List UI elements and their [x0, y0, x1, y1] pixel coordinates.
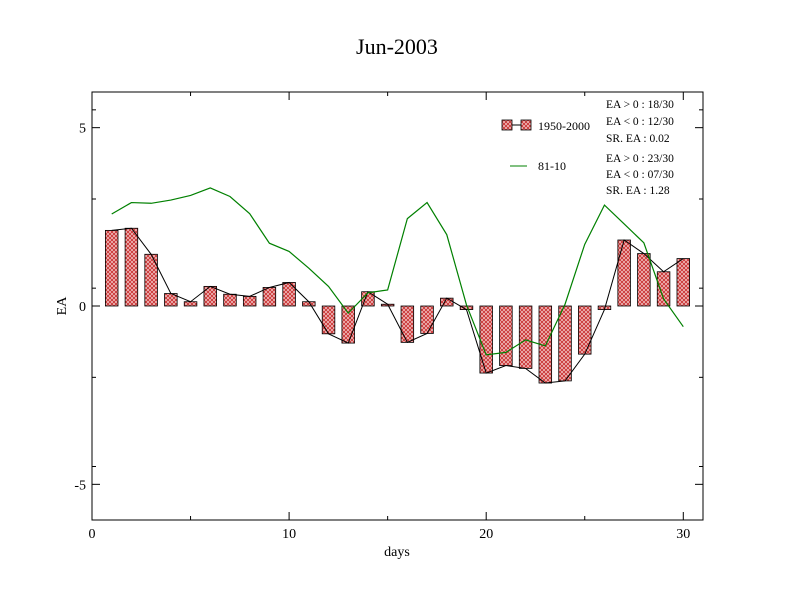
- bar: [440, 297, 454, 307]
- x-tick-label: 10: [282, 527, 296, 542]
- bar: [617, 239, 631, 307]
- legend-swatch-1950-2000-left: [501, 119, 513, 131]
- bar: [578, 305, 592, 355]
- stat-line: SR. EA : 1.28: [606, 185, 670, 197]
- y-tick-label: 0: [79, 300, 86, 315]
- legend: 1950-2000 81-10: [501, 119, 590, 173]
- bar: [400, 305, 415, 343]
- chart-title: Jun-2003: [356, 34, 438, 59]
- axis-ticks: 0 10 20 30 5 0 -5: [74, 92, 703, 542]
- bar: [518, 305, 533, 369]
- stat-line: EA > 0 : 18/30: [606, 99, 674, 111]
- line-series: [111, 187, 684, 384]
- y-tick-label: 5: [79, 122, 86, 137]
- bar: [479, 305, 493, 374]
- x-tick-label: 0: [89, 527, 96, 542]
- line-1950-2000: [111, 227, 684, 384]
- stat-line: SR. EA : 0.02: [606, 133, 670, 145]
- stat-line: EA < 0 : 07/30: [606, 169, 674, 181]
- stats-annotation-81-10: EA > 0 : 23/30 EA < 0 : 07/30 SR. EA : 1…: [606, 153, 674, 197]
- stat-line: EA < 0 : 12/30: [606, 116, 674, 128]
- bar: [637, 253, 651, 307]
- bar: [183, 301, 198, 307]
- bar: [558, 305, 572, 382]
- bar: [282, 282, 296, 307]
- y-axis-label: EA: [55, 296, 70, 316]
- bar: [656, 271, 671, 307]
- stat-line: EA > 0 : 23/30: [606, 153, 674, 165]
- x-axis-label: days: [384, 545, 410, 560]
- bar: [262, 287, 277, 307]
- x-tick-label: 20: [479, 527, 493, 542]
- legend-label-81-10: 81-10: [538, 159, 566, 173]
- bar: [223, 293, 237, 307]
- bar: [676, 258, 690, 307]
- legend-swatch-1950-2000-right: [520, 119, 532, 131]
- bar-series-1950-2000: [105, 227, 690, 384]
- bar: [105, 229, 119, 307]
- bar: [124, 227, 139, 307]
- legend-label-1950-2000: 1950-2000: [538, 119, 590, 133]
- y-tick-label: -5: [74, 478, 86, 493]
- stats-annotation-1950-2000: EA > 0 : 18/30 EA < 0 : 12/30 SR. EA : 0…: [606, 99, 674, 145]
- bar: [341, 305, 355, 344]
- bar: [499, 305, 513, 366]
- bar: [420, 305, 434, 334]
- bar: [321, 305, 336, 335]
- bar: [242, 295, 257, 307]
- x-tick-label: 30: [676, 527, 690, 542]
- line-81-10: [111, 187, 684, 356]
